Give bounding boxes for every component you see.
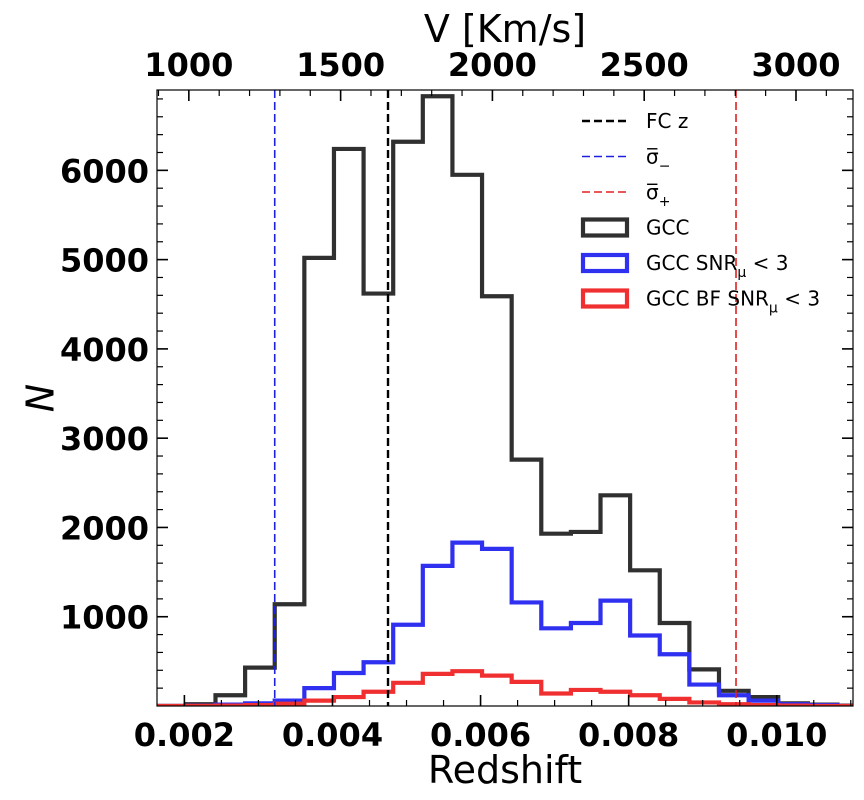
y-tick-label: 6000: [60, 152, 149, 190]
svg-text:σ̅−: σ̅−: [646, 145, 670, 175]
top-tick-label: 2500: [600, 46, 689, 84]
x-tick-label: 0.002: [134, 716, 235, 754]
y-axis-title: N: [18, 384, 62, 412]
x-tick-label: 0.006: [430, 716, 531, 754]
x-tick-label: 0.010: [726, 716, 827, 754]
svg-text:GCC BF SNRμ < 3: GCC BF SNRμ < 3: [646, 287, 820, 317]
y-tick-label: 2000: [60, 509, 149, 547]
tick-layer: 0.002 0.004 0.006 0.008 0.010 1000 2000 3000 400…: [60, 46, 853, 754]
legend-entry-3: GCC: [580, 216, 689, 240]
top-tick-label: 1500: [296, 46, 385, 84]
top-tick-label: 1000: [144, 46, 233, 84]
vline-layer: [273, 90, 737, 706]
plot-frame: [156, 89, 854, 707]
legend-entry-1: σ̅−: [582, 145, 670, 175]
legend: FC z σ̅− σ̅+ GCC GCC SNRμ < 3 GCC BF SNRμ < 3: [580, 109, 820, 317]
y-tick-label: 4000: [60, 331, 149, 369]
legend-entry-2: σ̅+: [582, 180, 670, 210]
y-tick-label: 5000: [60, 242, 149, 280]
histogram-series-0: [157, 94, 853, 706]
legend-entry-0: FC z: [582, 109, 688, 133]
x-axis-title: Redshift: [428, 748, 582, 792]
top-tick-label: 3000: [751, 46, 840, 84]
svg-text:GCC SNRμ < 3: GCC SNRμ < 3: [646, 251, 788, 281]
top-axis-title: V [Km/s]: [424, 7, 586, 51]
y-tick-label: 1000: [60, 599, 149, 637]
series-layer: [157, 94, 853, 706]
x-tick-label: 0.008: [578, 716, 679, 754]
svg-text:GCC: GCC: [646, 216, 689, 240]
top-tick-label: 2000: [448, 46, 537, 84]
legend-entry-5: GCC BF SNRμ < 3: [580, 287, 820, 317]
svg-text:FC z: FC z: [646, 109, 688, 133]
legend-entry-4: GCC SNRμ < 3: [580, 251, 788, 281]
x-tick-label: 0.004: [282, 716, 383, 754]
histogram-series-1: [157, 540, 853, 706]
svg-text:σ̅+: σ̅+: [646, 180, 670, 210]
y-tick-label: 3000: [60, 420, 149, 458]
